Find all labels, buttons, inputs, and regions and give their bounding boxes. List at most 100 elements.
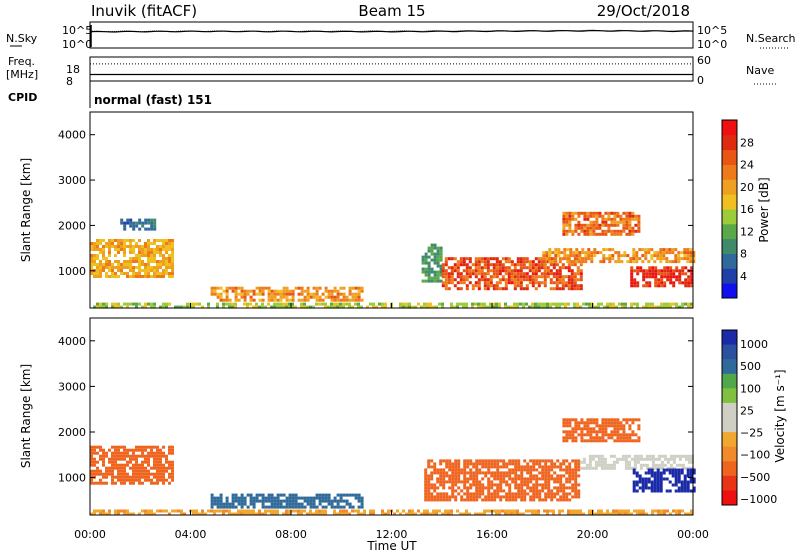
scatter-cell [216,295,220,299]
scatter-cell [532,486,536,490]
scatter-cell [144,269,147,272]
scatter-cell [445,465,449,469]
scatter-cell [168,263,171,266]
scatter-cell [354,298,358,302]
x-tick-label: 16:00 [476,528,508,541]
scatter-cell [678,454,682,458]
scatter-cell [586,214,590,218]
scatter-cell [282,499,286,503]
scatter-cell [90,472,93,476]
scatter-cell [582,512,585,516]
scatter-cell [231,286,235,290]
scatter-cell [450,266,454,270]
scatter-cell [135,463,138,467]
scatter-cell [631,421,635,425]
scatter-cell [663,463,667,467]
scatter-cell [562,424,566,428]
scatter-cell [231,496,235,500]
scatter-cell [635,251,639,255]
scatter-cell [451,465,455,469]
scatter-cell [108,251,111,254]
scatter-cell [635,254,639,258]
scatter-cell [120,242,123,245]
scatter-cell [565,418,569,422]
scatter-cell [507,305,510,309]
scatter-cell [595,433,599,437]
scatter-cell [102,254,105,257]
scatter-cell [318,512,321,516]
scatter-cell [348,286,352,290]
scatter-cell [513,284,517,288]
scatter-cell [424,258,428,262]
scatter-cell [531,512,534,516]
scatter-cell [132,481,135,485]
scatter-cell [579,460,583,464]
scatter-cell [577,474,581,478]
scatter-cell [549,269,553,273]
scatter-cell [686,248,690,252]
scatter-cell [150,251,153,254]
scatter-cell [672,302,675,306]
scatter-cell [468,269,472,273]
scatter-cell [501,287,505,291]
scatter-cell [427,495,431,499]
scatter-cell [96,245,99,248]
scatter-cell [546,302,549,306]
scatter-cell [147,272,150,275]
scatter-cell [258,509,261,513]
scatter-cell [288,499,292,503]
scatter-cell [570,281,574,285]
scatter-cell [465,278,469,282]
scatter-cell [651,512,654,516]
scatter-cell [300,292,304,296]
scatter-cell [582,466,586,470]
scatter-cell [651,454,655,458]
scatter-cell [357,292,361,296]
scatter-cell [531,305,534,309]
scatter-cell [225,286,229,290]
scatter-cell [297,502,301,506]
scatter-cell [324,295,328,299]
scatter-cell [535,474,539,478]
scatter-cell [246,493,250,497]
scatter-cell [138,454,141,458]
scatter-cell [159,245,162,248]
scatter-cell [653,251,657,255]
scatter-cell [492,263,496,267]
scatter-cell [573,512,576,516]
scatter-cell [549,287,553,291]
scatter-cell [120,245,123,248]
scatter-cell [129,263,132,266]
scatter-cell [243,298,247,302]
scatter-cell [657,269,661,273]
scatter-cell [517,474,521,478]
scatter-cell [487,498,491,502]
scatter-cell [660,275,664,279]
scatter-cell [210,502,214,506]
scatter-cell [348,298,352,302]
scatter-cell [496,486,500,490]
scatter-cell [637,214,641,218]
scatter-cell [159,272,162,275]
scatter-cell [570,284,574,288]
scatter-cell [114,481,117,485]
scatter-cell [433,498,437,502]
scatter-cell [240,289,244,293]
scatter-cell [636,509,639,513]
scatter-cell [424,279,428,283]
scatter-cell [648,275,652,279]
scatter-cell [574,427,578,431]
scatter-cell [162,509,165,513]
scatter-cell [279,493,283,497]
scatter-cell [657,284,661,288]
scatter-cell [168,248,171,251]
scatter-cell [270,509,273,513]
scatter-cell [132,272,135,275]
scatter-cell [621,302,624,306]
scatter-cell [641,477,645,481]
scatter-cell [475,489,479,493]
scatter-cell [528,278,532,282]
scatter-cell [336,289,340,293]
scatter-cell [471,269,475,273]
scatter-cell [534,281,538,285]
